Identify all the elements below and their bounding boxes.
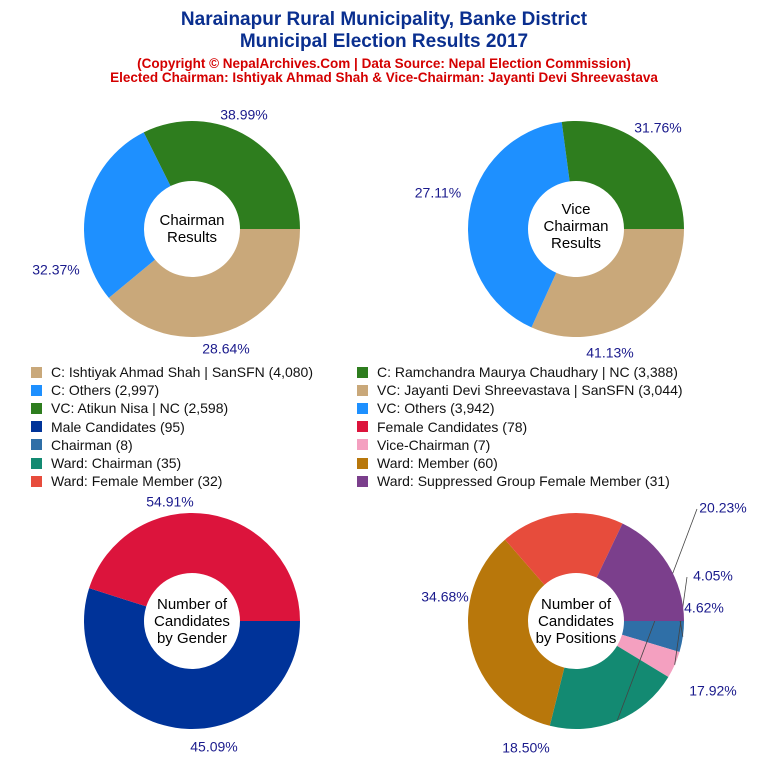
- legend-item: Vice-Chairman (7): [357, 436, 490, 454]
- legend-swatch: [357, 384, 368, 396]
- donut-center-label: by Gender: [157, 630, 227, 647]
- slice-percent-label: 17.92%: [689, 683, 736, 699]
- legend-item: C: Ramchandra Maurya Chaudhary | NC (3,3…: [357, 363, 678, 381]
- legend-swatch: [357, 439, 368, 451]
- legend-item: Ward: Female Member (32): [31, 472, 222, 490]
- legend-label: Male Candidates (95): [51, 418, 185, 435]
- legend-label: VC: Atikun Nisa | NC (2,598): [51, 400, 229, 417]
- slice-percent-label: 31.76%: [634, 120, 681, 136]
- donut-slice: [468, 121, 570, 328]
- legend-swatch: [357, 475, 368, 487]
- slice-percent-label: 4.05%: [693, 568, 733, 584]
- slice-percent-label: 28.64%: [202, 341, 249, 357]
- chart-title-line2: Municipal Election Results 2017: [239, 31, 529, 52]
- legend-item: C: Ishtiyak Ahmad Shah | SanSFN (4,080): [31, 363, 313, 381]
- legend-item: VC: Jayanti Devi Shreevastava | SanSFN (…: [357, 381, 683, 399]
- legend-label: Ward: Member (60): [377, 455, 498, 471]
- legend-item: Ward: Chairman (35): [31, 454, 181, 472]
- slice-percent-label: 38.99%: [220, 107, 267, 123]
- donut-slice: [621, 621, 684, 652]
- legend-label: Vice-Chairman (7): [377, 436, 491, 453]
- copyright-line: (Copyright © NepalArchives.Com | Data So…: [137, 56, 631, 71]
- slice-percent-label: 54.91%: [146, 494, 193, 510]
- donut-center-label: Number of: [541, 596, 612, 613]
- legend-label: Ward: Chairman (35): [51, 455, 182, 471]
- slice-percent-label: 34.68%: [421, 589, 468, 605]
- legend-item: Male Candidates (95): [31, 418, 185, 436]
- donut-center-label: Candidates: [154, 613, 230, 630]
- legend-swatch: [31, 384, 42, 396]
- legend-item: VC: Others (3,942): [357, 399, 495, 417]
- donut-slice: [505, 513, 623, 585]
- legend-swatch: [357, 457, 368, 469]
- legend-item: C: Others (2,997): [31, 381, 159, 399]
- legend-label: VC: Jayanti Devi Shreevastava | SanSFN (…: [377, 382, 683, 399]
- legend-label: Chairman (8): [51, 436, 133, 453]
- slice-percent-label: 41.13%: [586, 345, 633, 361]
- donut-center-label: Vice: [562, 201, 591, 218]
- legend-item: VC: Atikun Nisa | NC (2,598): [31, 399, 228, 417]
- legend-label: C: Others (2,997): [51, 382, 160, 399]
- legend-label: Ward: Female Member (32): [51, 473, 223, 490]
- chart-title-line1: Narainapur Rural Municipality, Banke Dis…: [180, 9, 588, 30]
- legend-swatch: [357, 366, 368, 378]
- slice-percent-label: 4.62%: [684, 600, 724, 616]
- legend-swatch: [357, 402, 368, 414]
- legend-label: Ward: Suppressed Group Female Member (31…: [377, 473, 670, 490]
- donut-center-label: Chairman: [543, 218, 608, 235]
- donut-center-label: Results: [551, 235, 601, 252]
- donut-slice: [143, 120, 300, 229]
- legend-swatch: [357, 421, 368, 433]
- donut-center-label: Chairman: [159, 212, 224, 229]
- legend-item: Ward: Member (60): [357, 454, 498, 472]
- donut-slice: [617, 634, 680, 677]
- donut-slice: [84, 132, 171, 298]
- donut-slice: [531, 229, 684, 338]
- slice-percent-label: 32.37%: [32, 262, 79, 278]
- legend-label: C: Ramchandra Maurya Chaudhary | NC (3,3…: [377, 364, 678, 380]
- donut-center-label: Results: [167, 229, 217, 246]
- legend-label: VC: Others (3,942): [377, 400, 495, 417]
- legend-swatch: [31, 366, 42, 378]
- donut-center-label: Candidates: [538, 613, 614, 630]
- legend-item: Chairman (8): [31, 436, 133, 454]
- legend-swatch: [31, 439, 42, 451]
- donut-slice: [561, 120, 684, 229]
- donut-slice: [108, 229, 300, 337]
- legend-label: C: Ishtiyak Ahmad Shah | SanSFN (4,080): [51, 364, 313, 380]
- legend-swatch: [31, 421, 42, 433]
- legend-swatch: [31, 402, 42, 414]
- donut-center-label: by Positions: [536, 630, 617, 647]
- elected-officials-line: Elected Chairman: Ishtiyak Ahmad Shah & …: [110, 70, 658, 85]
- donut-slice: [89, 512, 300, 621]
- legend-swatch: [31, 457, 42, 469]
- donut-slice: [84, 588, 300, 729]
- donut-slice: [549, 645, 669, 729]
- donut-center-label: Number of: [157, 596, 228, 613]
- legend-label: Female Candidates (78): [377, 418, 528, 435]
- slice-percent-label: 20.23%: [699, 500, 746, 516]
- legend-swatch: [31, 475, 42, 487]
- donut-slice: [468, 539, 565, 726]
- slice-percent-label: 27.11%: [415, 185, 461, 201]
- donut-slice: [596, 523, 684, 621]
- slice-percent-label: 18.50%: [502, 740, 549, 756]
- slice-percent-label: 45.09%: [190, 739, 237, 755]
- legend-item: Female Candidates (78): [357, 418, 527, 436]
- legend-item: Ward: Suppressed Group Female Member (31…: [357, 472, 670, 490]
